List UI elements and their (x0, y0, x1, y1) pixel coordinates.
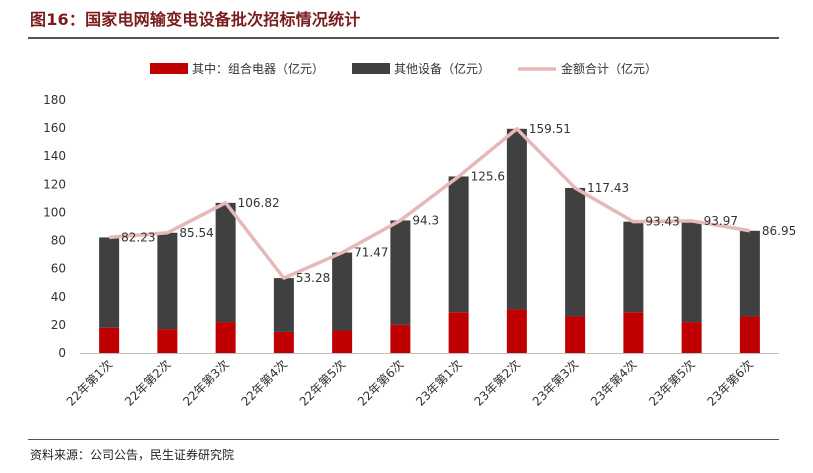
bar-other-equipment (506, 128, 527, 310)
bar-combined-electrical (157, 329, 178, 353)
total-data-label: 53.28 (296, 271, 330, 285)
x-category-label: 23年第6次 (704, 357, 756, 409)
bar-combined-electrical (448, 312, 469, 353)
source-note: 资料来源：公司公告，民生证券研究院 (30, 448, 235, 462)
bar-combined-electrical (390, 324, 411, 353)
bar-combined-electrical (681, 322, 702, 353)
y-tick-label: 100 (43, 205, 66, 219)
bar-other-equipment (215, 202, 236, 323)
legend-swatch-other-equipment (352, 63, 390, 74)
bar-combined-electrical (565, 316, 586, 353)
bar-other-equipment (390, 220, 411, 325)
legend-swatch-combined-electrical (150, 63, 188, 74)
source-divider (28, 439, 779, 440)
bar-other-equipment (332, 252, 353, 331)
y-tick-label: 40 (51, 290, 66, 304)
y-tick-label: 140 (43, 149, 66, 163)
bar-other-equipment (623, 221, 644, 313)
bar-combined-electrical (623, 312, 644, 353)
x-category-label: 23年第5次 (646, 357, 698, 409)
bar-other-equipment (99, 237, 120, 328)
y-tick-label: 60 (51, 262, 66, 276)
y-tick-label: 0 (58, 346, 66, 360)
legend-label-other-equipment: 其他设备（亿元） (394, 61, 490, 76)
title-divider (28, 37, 779, 39)
bar-combined-electrical (215, 322, 236, 353)
bar-combined-electrical (332, 330, 353, 353)
legend-label-combined-electrical: 其中：组合电器（亿元） (192, 61, 324, 76)
total-amount-line (108, 127, 751, 280)
x-category-label: 23年第2次 (471, 357, 523, 409)
bar-other-equipment (157, 232, 178, 330)
total-data-label: 71.47 (354, 246, 388, 260)
x-category-label: 22年第3次 (180, 357, 232, 409)
y-tick-label: 80 (51, 234, 66, 248)
bar-combined-electrical (99, 327, 120, 353)
total-data-label: 159.51 (529, 122, 571, 136)
bar-other-equipment (565, 187, 586, 317)
x-category-label: 23年第3次 (530, 357, 582, 409)
total-data-label: 94.3 (412, 213, 439, 227)
x-category-label: 22年第1次 (64, 357, 116, 409)
bar-other-equipment (739, 230, 760, 317)
total-data-label: 106.82 (238, 196, 280, 210)
y-tick-label: 180 (43, 93, 66, 107)
bar-other-equipment (273, 278, 294, 332)
x-category-label: 23年第4次 (588, 357, 640, 409)
total-data-label: 93.43 (645, 215, 679, 229)
bar-combined-electrical (739, 316, 760, 353)
total-data-label: 82.23 (121, 230, 155, 244)
x-category-label: 22年第6次 (355, 357, 407, 409)
x-category-label: 22年第2次 (122, 357, 174, 409)
x-category-label: 22年第4次 (238, 357, 290, 409)
total-data-label: 85.54 (179, 226, 213, 240)
y-tick-label: 160 (43, 121, 66, 135)
bar-combined-electrical (506, 309, 527, 353)
total-data-label: 117.43 (587, 181, 629, 195)
y-tick-label: 120 (43, 177, 66, 191)
figure-title: 图16：国家电网输变电设备批次招标情况统计 (30, 10, 361, 29)
total-data-label: 86.95 (762, 224, 796, 238)
legend-label-total-amount: 金额合计（亿元） (561, 61, 657, 76)
x-category-label: 22年第5次 (297, 357, 349, 409)
bar-other-equipment (681, 220, 702, 323)
total-data-label: 93.97 (704, 214, 738, 228)
y-tick-label: 20 (51, 318, 66, 332)
total-data-label: 125.6 (471, 169, 505, 183)
x-category-label: 23年第1次 (413, 357, 465, 409)
bar-combined-electrical (273, 331, 294, 353)
bar-other-equipment (448, 176, 469, 313)
